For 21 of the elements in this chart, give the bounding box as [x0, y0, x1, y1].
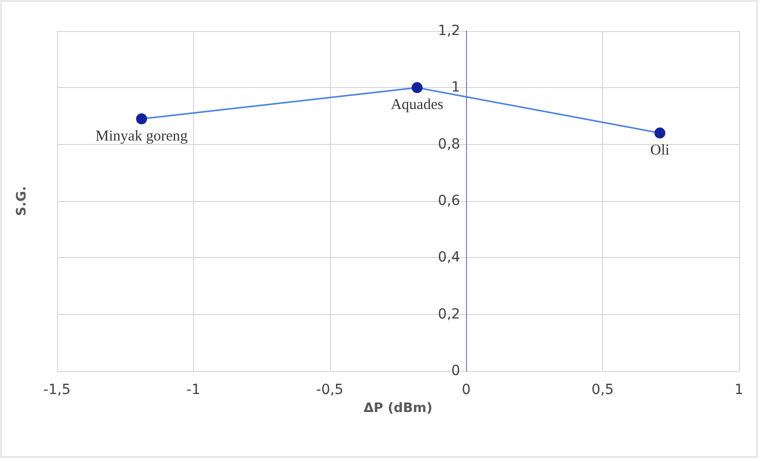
y-tick-label: 1 — [451, 80, 460, 96]
x-tick-label: 0,5 — [591, 382, 614, 398]
x-tick-label: 0 — [462, 382, 471, 398]
y-axis-title: S.G. — [14, 186, 30, 216]
y-tick-label: 0,8 — [438, 136, 460, 152]
annotation: Aquades — [390, 97, 444, 114]
point — [654, 128, 666, 138]
x-tick-label: -1,5 — [43, 382, 71, 398]
y-tick-label: 0,2 — [438, 306, 460, 322]
annotation: Oli — [650, 142, 670, 158]
x-tick-label: -0,5 — [316, 382, 344, 398]
x-tick-label: 1 — [734, 382, 744, 398]
x-tick-label: -1 — [186, 382, 200, 398]
point — [412, 82, 423, 94]
point — [136, 113, 148, 124]
y-tick-label: 0 — [451, 363, 460, 379]
y-tick-label: 0,4 — [438, 250, 460, 266]
y-tick-label: 1,2 — [438, 23, 460, 39]
y-tick-label: 0,6 — [438, 193, 460, 209]
annotation: Minyak goreng — [96, 128, 188, 144]
x-axis-title: ΔP (dBm) — [364, 400, 432, 416]
